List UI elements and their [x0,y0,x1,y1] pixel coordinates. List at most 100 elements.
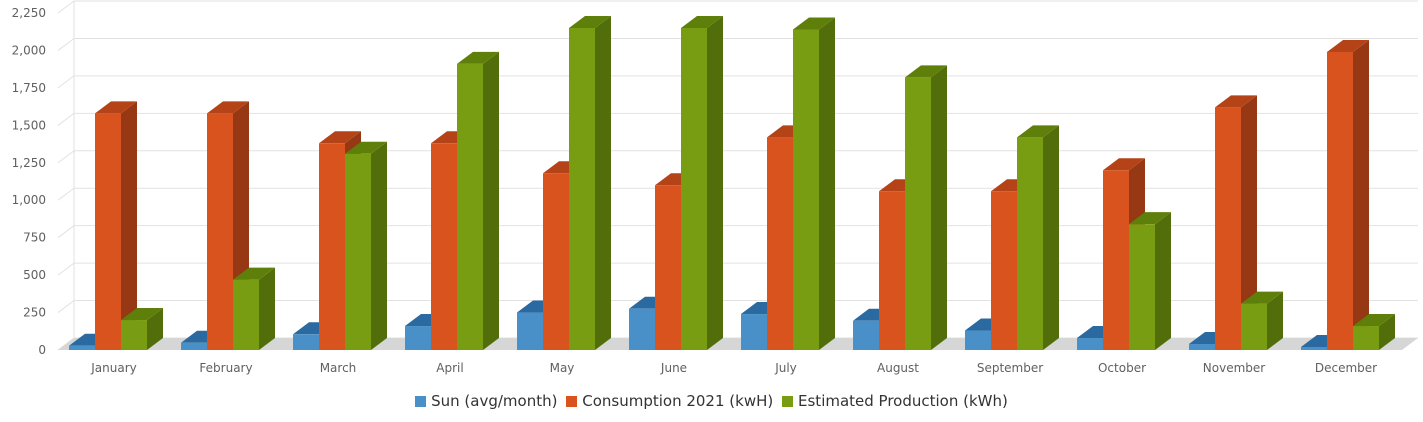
bar-production[interactable] [121,320,147,350]
bar-production[interactable] [793,29,819,350]
bar-top [95,101,137,114]
bar-production[interactable] [1353,326,1379,350]
bar-production[interactable] [457,63,483,351]
bar-consumption[interactable] [95,113,121,351]
gridline [57,150,1418,164]
y-tick-label: 2,250 [12,6,46,20]
x-tick-label: December [1315,361,1377,375]
bar-top [1215,95,1257,108]
x-tick-label: October [1098,361,1146,375]
bar-side [1043,125,1059,350]
bar-side [595,15,611,350]
bar-side [707,15,723,350]
bar-top [207,101,249,114]
bar-consumption[interactable] [991,191,1017,350]
bar-sun[interactable] [853,320,879,350]
bar-top [1017,125,1059,138]
bar-production[interactable] [905,77,931,350]
bar-production[interactable] [345,153,371,350]
bar-top [1353,314,1395,327]
bar-top [905,65,947,78]
bar-consumption[interactable] [1327,51,1353,350]
legend-item-consumption[interactable]: Consumption 2021 (kwH) [566,392,773,410]
bar-production[interactable] [233,279,259,350]
x-tick-label: November [1203,361,1265,375]
legend-item-production[interactable]: Estimated Production (kWh) [782,392,1008,410]
y-tick-label: 1,500 [12,118,46,132]
bar-side [1353,39,1369,350]
bar-consumption[interactable] [767,137,793,350]
bar-top [1129,212,1171,225]
bar-production[interactable] [681,27,707,350]
bar-sun[interactable] [741,314,767,350]
bar-top [233,267,275,280]
x-tick-label: February [199,361,252,375]
bar-consumption[interactable] [1215,107,1241,350]
bar-top [793,17,835,30]
bar-side [931,65,947,350]
bar-side [147,308,163,350]
x-tick-label: March [320,361,357,375]
y-tick-label: 750 [23,231,46,245]
bar-sun[interactable] [1301,347,1327,350]
y-tick-label: 0 [38,343,46,357]
bar-consumption[interactable] [543,173,569,350]
y-tick-label: 2,000 [12,43,46,57]
bar-top [1103,158,1145,171]
legend-label-consumption: Consumption 2021 (kwH) [582,392,774,410]
legend-swatch-sun [415,396,427,407]
bar-consumption[interactable] [319,143,345,350]
bar-side [121,101,137,351]
legend-label-production: Estimated Production (kWh) [798,392,1008,410]
bar-side [1241,95,1257,350]
bar-top [1241,291,1283,304]
y-tick-label: 1,250 [12,156,46,170]
bar-side [819,17,835,350]
bar-production[interactable] [1129,224,1155,350]
bar-consumption[interactable] [879,191,905,350]
bar-top [319,131,361,144]
bar-sun[interactable] [69,345,95,350]
bar-sun[interactable] [405,326,431,350]
x-tick-label: January [90,361,137,375]
bar-side [259,267,275,350]
bar-consumption[interactable] [655,185,681,350]
bar-side [1155,212,1171,350]
bar-production[interactable] [1017,137,1043,350]
bar-sun[interactable] [1077,338,1103,350]
legend-item-sun[interactable]: Sun (avg/month) [415,392,557,410]
bar-sun[interactable] [293,334,319,350]
bar-sun[interactable] [181,342,207,350]
gridline [57,0,1418,14]
bar-consumption[interactable] [207,113,233,351]
bar-top [569,15,611,28]
y-tick-label: 1,750 [12,81,46,95]
bar-top [121,308,163,321]
x-tick-label: September [977,361,1043,375]
x-tick-label: April [436,361,463,375]
x-tick-label: August [877,361,919,375]
gridline [57,187,1418,201]
y-tick-label: 250 [23,306,46,320]
bar-top [1327,39,1369,52]
gridline [57,37,1418,51]
bar-sun[interactable] [629,308,655,350]
bar-side [371,141,387,350]
bar-sun[interactable] [517,312,543,350]
x-tick-label: May [550,361,575,375]
legend-label-sun: Sun (avg/month) [431,392,558,410]
bar-top [345,141,387,154]
bar-top [457,51,499,64]
bar-consumption[interactable] [431,143,457,350]
x-tick-label: July [774,361,797,375]
bar-top [681,15,723,28]
bar-sun[interactable] [1189,344,1215,350]
bar-production[interactable] [569,27,595,350]
x-tick-label: June [660,361,687,375]
bar-production[interactable] [1241,303,1267,350]
legend: Sun (avg/month) Consumption 2021 (kwH) E… [0,392,1423,410]
bar-consumption[interactable] [1103,170,1129,350]
y-tick-label: 500 [23,268,46,282]
bar-sun[interactable] [965,330,991,350]
